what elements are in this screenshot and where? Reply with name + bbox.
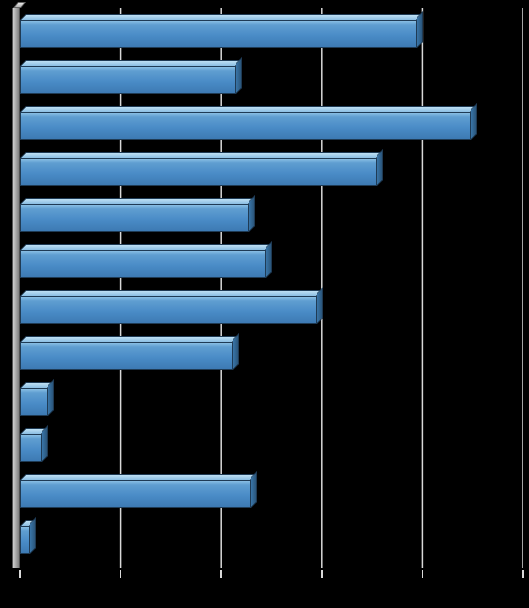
bar-front <box>20 112 471 140</box>
x-tick <box>120 570 122 578</box>
bar <box>20 382 48 416</box>
x-tick <box>220 570 222 578</box>
bar-side-face <box>471 103 477 140</box>
bar-side-face <box>233 333 239 370</box>
bar-side-face <box>417 11 423 48</box>
bar <box>20 428 42 462</box>
bar-side-face <box>42 425 48 462</box>
bar <box>20 520 30 554</box>
bar-side-face <box>266 241 272 278</box>
bar <box>20 152 377 186</box>
bar-side-face <box>317 287 323 324</box>
bar-front <box>20 66 236 94</box>
bar-side-face <box>48 379 54 416</box>
bar <box>20 60 236 94</box>
horizontal-bar-chart <box>0 0 529 608</box>
bar <box>20 14 417 48</box>
bar-front <box>20 526 30 554</box>
bar <box>20 336 233 370</box>
bar-side-face <box>251 471 257 508</box>
x-tick <box>19 570 21 578</box>
bar-front <box>20 158 377 186</box>
x-tick <box>522 570 524 578</box>
bar <box>20 198 249 232</box>
bar-side-face <box>377 149 383 186</box>
bar-side-face <box>249 195 255 232</box>
bar-side-face <box>236 57 242 94</box>
bar-front <box>20 250 266 278</box>
plot-area <box>12 8 523 568</box>
bar <box>20 474 251 508</box>
bar-side-face <box>30 517 36 554</box>
x-tick <box>422 570 424 578</box>
bar <box>20 244 266 278</box>
bar <box>20 106 471 140</box>
bar-front <box>20 480 251 508</box>
bar-front <box>20 434 42 462</box>
bar <box>20 290 317 324</box>
bar-front <box>20 20 417 48</box>
bars-container <box>20 8 523 568</box>
bar-front <box>20 296 317 324</box>
bar-front <box>20 204 249 232</box>
y-axis-spine <box>12 8 20 568</box>
bar-front <box>20 342 233 370</box>
x-tick <box>321 570 323 578</box>
bar-front <box>20 388 48 416</box>
